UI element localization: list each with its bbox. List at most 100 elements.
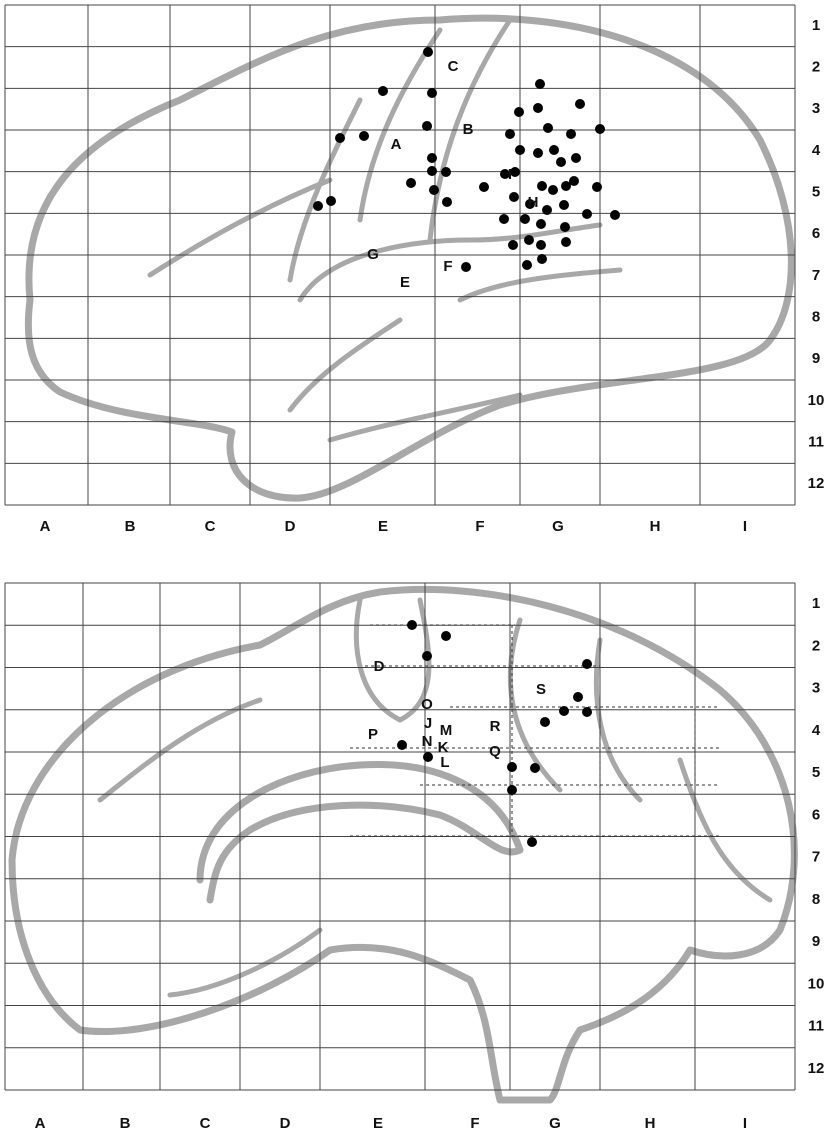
dot (533, 103, 543, 113)
figure: 123456789101112ABCDEFGHICBAIHGEF12345678… (0, 0, 833, 1136)
column-label: C (205, 518, 216, 535)
region-label: D (374, 658, 385, 675)
row-label: 2 (812, 58, 820, 75)
row-label: 5 (812, 764, 820, 781)
row-label: 11 (808, 1018, 824, 1035)
region-label: I (508, 166, 512, 183)
row-label: 3 (812, 100, 820, 117)
column-label: H (645, 1115, 656, 1132)
dot (508, 240, 518, 250)
column-label: G (549, 1115, 561, 1132)
dot (359, 131, 369, 141)
column-label: G (552, 518, 564, 535)
row-label: 8 (812, 308, 820, 325)
dot (407, 620, 417, 630)
region-label: F (443, 258, 452, 275)
dot (427, 88, 437, 98)
dot (429, 185, 439, 195)
dot (527, 837, 537, 847)
dot (537, 254, 547, 264)
sulcus (170, 930, 320, 995)
dot (573, 692, 583, 702)
region-label: E (400, 274, 410, 291)
dot (378, 86, 388, 96)
dot (522, 260, 532, 270)
dot (561, 237, 571, 247)
dot (520, 214, 530, 224)
dot (499, 214, 509, 224)
dot (441, 631, 451, 641)
column-label: C (200, 1115, 211, 1132)
dot (524, 235, 534, 245)
dot (543, 123, 553, 133)
dot (559, 200, 569, 210)
row-label: 10 (808, 975, 825, 992)
region-label: P (368, 726, 378, 743)
dot (582, 659, 592, 669)
column-label: D (280, 1115, 291, 1132)
row-label: 7 (812, 849, 820, 866)
dot (507, 785, 517, 795)
row-label: 11 (808, 433, 824, 450)
dot (427, 166, 437, 176)
row-label: 8 (812, 891, 820, 908)
dot (560, 222, 570, 232)
region-label: N (422, 733, 433, 750)
column-label: F (475, 518, 484, 535)
region-label: Q (489, 743, 501, 760)
row-label: 5 (812, 183, 820, 200)
region-label: S (536, 681, 546, 698)
dashed-regions (350, 625, 720, 836)
dot (542, 205, 552, 215)
dot (461, 262, 471, 272)
region-label: M (440, 722, 453, 739)
row-label: 9 (812, 350, 820, 367)
dot (406, 178, 416, 188)
row-label: 10 (808, 392, 825, 409)
row-label: 2 (812, 637, 820, 654)
row-label: 12 (808, 1060, 825, 1077)
corpus-callosum (200, 764, 520, 900)
sulcus (460, 270, 620, 300)
dot (423, 47, 433, 57)
region-label: O (421, 696, 433, 713)
dot (509, 192, 519, 202)
dot (595, 124, 605, 134)
dot (507, 762, 517, 772)
region-label: H (528, 194, 539, 211)
column-label: B (120, 1115, 131, 1132)
sulcus (596, 640, 640, 800)
column-label: E (373, 1115, 383, 1132)
dot (537, 181, 547, 191)
row-label: 4 (812, 722, 821, 739)
dot (535, 79, 545, 89)
dot (441, 167, 451, 177)
dot (569, 176, 579, 186)
dot (326, 196, 336, 206)
column-label: F (470, 1115, 479, 1132)
column-label: E (378, 518, 388, 535)
column-label: A (40, 518, 51, 535)
dot (533, 148, 543, 158)
row-label: 6 (812, 225, 820, 242)
brain-outline (28, 18, 791, 498)
dot (566, 129, 576, 139)
dot (592, 182, 602, 192)
region-label: B (463, 121, 474, 138)
dot (610, 210, 620, 220)
dot (575, 99, 585, 109)
region-label: A (391, 136, 402, 153)
dot (422, 121, 432, 131)
row-label: 6 (812, 806, 820, 823)
column-label: I (743, 1115, 747, 1132)
dot (335, 133, 345, 143)
dot (514, 107, 524, 117)
row-label: 4 (812, 142, 821, 159)
dot (423, 752, 433, 762)
region-label: R (490, 718, 501, 735)
sulcus (290, 320, 400, 410)
column-label: I (743, 518, 747, 535)
row-label: 1 (812, 595, 820, 612)
dot (536, 219, 546, 229)
lateral-brain (28, 18, 791, 498)
